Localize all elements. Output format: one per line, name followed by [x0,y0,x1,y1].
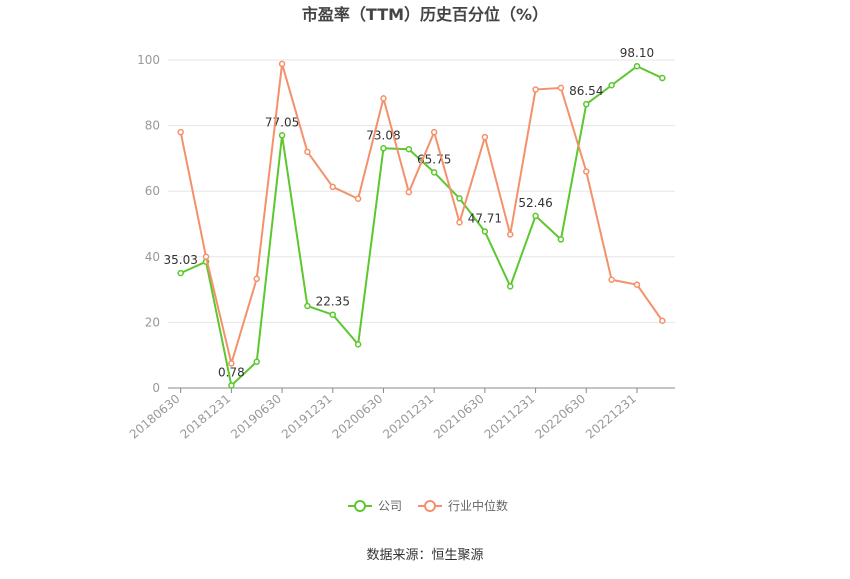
data-label: 0.78 [218,365,245,379]
point [532,86,539,93]
y-tick-label: 100 [137,53,160,67]
chart-title: 市盈率（TTM）历史百分位（%） [302,5,548,24]
x-tick-label: 20180630 [127,392,183,442]
point [354,341,362,348]
point [405,145,413,153]
point [304,302,311,310]
y-tick-label: 0 [152,381,160,395]
point [253,358,260,366]
data-label: 22.35 [316,295,350,309]
x-tick-label: 20200630 [330,392,386,442]
x-tick-label: 20221231 [583,392,639,442]
x-tick-label: 20201231 [380,392,436,442]
point [633,281,641,288]
point [608,82,615,89]
data-label: 35.03 [163,253,197,267]
data-label: 52.46 [518,196,552,210]
point [329,183,337,191]
point [481,133,489,141]
point [354,195,362,202]
point [430,128,438,136]
x-tick-label: 20220630 [532,392,588,442]
data-label: 86.54 [569,84,603,98]
legend-label: 行业中位数 [448,498,508,513]
legend-label: 公司 [378,499,402,513]
point [608,276,615,284]
point [380,145,387,152]
series-line [179,63,664,368]
point [304,148,311,156]
point [278,132,286,139]
point [405,188,413,196]
point [659,74,666,82]
point [380,95,387,102]
data-label: 77.05 [265,115,299,129]
point [253,275,260,283]
legend-marker [424,500,436,512]
x-tick-label: 20191231 [279,392,335,442]
source: 数据来源：恒生聚源 [366,548,483,563]
point [177,269,184,277]
legend-item: 行业中位数 [418,498,508,513]
legend-marker [354,500,366,512]
x-tick-label: 20211231 [482,392,538,442]
y-tick-label: 60 [145,184,160,198]
y-tick-label: 20 [145,315,160,329]
point [659,317,666,325]
y-tick-label: 40 [145,250,160,264]
data-label: 98.10 [620,46,654,60]
series-line [180,65,663,388]
legend-item: 公司 [348,499,402,513]
point [557,236,565,243]
point [481,228,489,235]
point [228,382,235,389]
point [506,231,514,238]
data-label: 47.71 [468,212,502,226]
point [506,283,514,290]
point [456,219,463,226]
point [583,168,590,175]
x-tick-label: 20190630 [228,392,284,442]
point [329,311,337,318]
point [557,84,565,92]
point [202,253,210,261]
point [278,60,286,68]
point [583,100,590,108]
point [633,62,641,70]
point [228,360,235,367]
point [456,195,463,202]
x-tick-label: 20181231 [178,392,234,442]
point [177,128,184,136]
point [532,212,539,220]
point [430,169,438,176]
y-tick-label: 80 [145,119,160,133]
x-tick-label: 20210630 [431,392,487,442]
